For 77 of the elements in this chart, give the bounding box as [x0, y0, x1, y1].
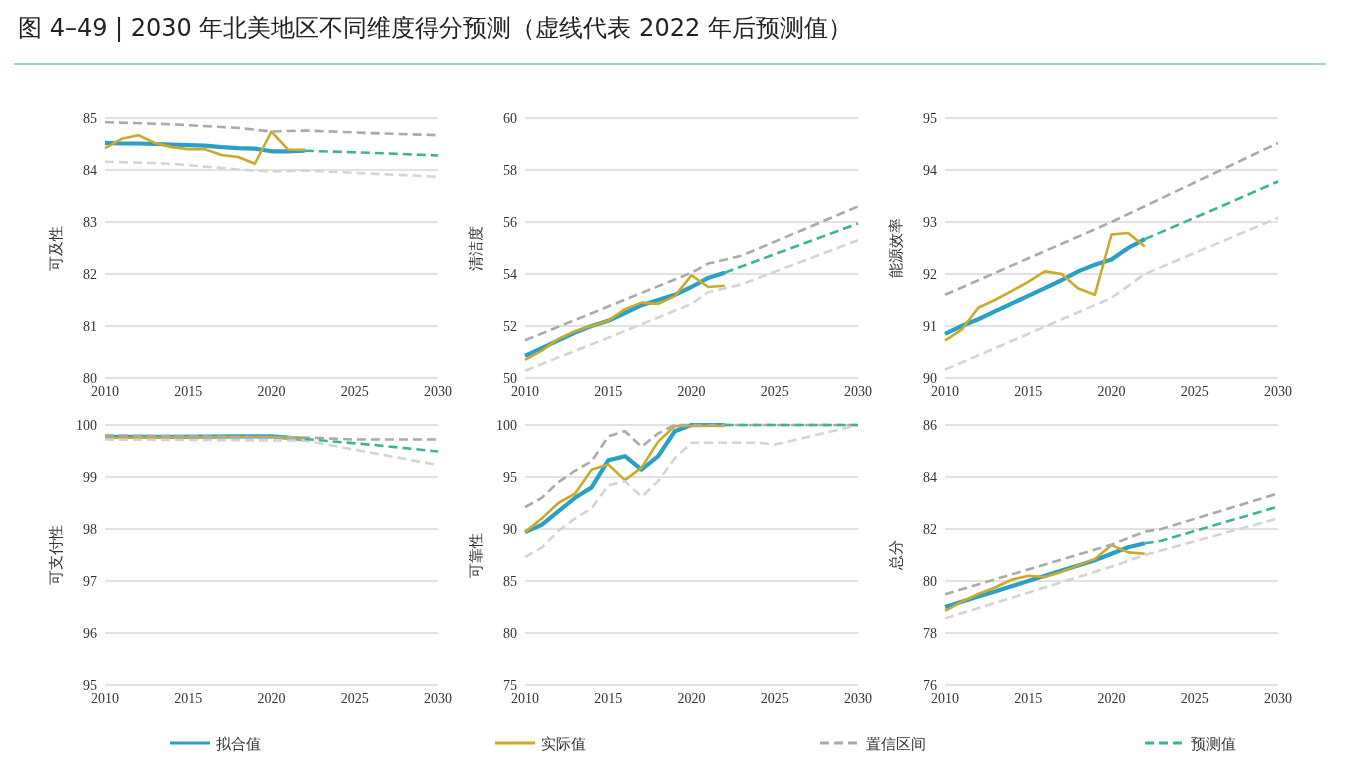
legend-label: 拟合值 [216, 735, 261, 753]
y-tick-label: 80 [83, 371, 97, 386]
x-tick-label: 2030 [424, 384, 452, 399]
y-tick-label: 85 [83, 111, 97, 126]
y-tick-label: 82 [83, 267, 97, 282]
y-tick-label: 90 [923, 371, 937, 386]
x-tick-label: 2025 [340, 691, 369, 706]
y-tick-label: 58 [503, 163, 517, 178]
y-tick-label: 97 [83, 574, 97, 589]
y-axis-title: 可及性 [47, 225, 65, 271]
x-tick-label: 2015 [174, 384, 203, 399]
y-tick-label: 95 [503, 470, 517, 485]
y-axis-title: 清洁度 [467, 225, 485, 271]
y-tick-label: 84 [923, 470, 937, 485]
y-tick-label: 78 [923, 626, 937, 641]
y-tick-label: 96 [83, 626, 97, 641]
x-tick-label: 2030 [844, 384, 872, 399]
y-tick-label: 91 [923, 319, 937, 334]
y-axis-title: 总分 [887, 540, 905, 571]
y-tick-label: 54 [503, 267, 517, 282]
x-tick-label: 2025 [1180, 384, 1209, 399]
y-tick-label: 85 [503, 574, 517, 589]
x-tick-label: 2015 [174, 691, 203, 706]
y-tick-label: 80 [503, 626, 517, 641]
x-tick-label: 2010 [931, 384, 959, 399]
y-tick-label: 98 [83, 522, 97, 537]
x-tick-label: 2010 [511, 384, 539, 399]
y-tick-label: 99 [83, 470, 97, 485]
x-tick-label: 2015 [1014, 384, 1043, 399]
x-tick-label: 2020 [1097, 691, 1126, 706]
y-tick-label: 82 [923, 522, 937, 537]
y-tick-label: 76 [923, 678, 937, 693]
x-tick-label: 2025 [340, 384, 369, 399]
y-tick-label: 94 [923, 163, 937, 178]
y-tick-label: 81 [83, 319, 97, 334]
x-tick-label: 2025 [760, 691, 789, 706]
y-tick-label: 90 [503, 522, 517, 537]
y-tick-label: 52 [503, 319, 517, 334]
x-tick-label: 2015 [594, 691, 623, 706]
y-tick-label: 50 [503, 371, 517, 386]
x-tick-label: 2020 [1097, 384, 1126, 399]
x-tick-label: 2020 [677, 384, 706, 399]
y-axis-title: 能源效率 [887, 218, 905, 278]
y-tick-label: 75 [503, 678, 517, 693]
y-tick-label: 95 [83, 678, 97, 693]
y-tick-label: 80 [923, 574, 937, 589]
x-tick-label: 2020 [677, 691, 706, 706]
legend-label: 置信区间 [866, 735, 926, 753]
x-tick-label: 2010 [91, 384, 119, 399]
chart-title: 图 4–49 | 2030 年北美地区不同维度得分预测（虚线代表 2022 年后预测值） [18, 14, 852, 42]
x-tick-label: 2010 [511, 691, 539, 706]
x-tick-label: 2030 [1264, 691, 1292, 706]
legend-label: 实际值 [541, 735, 586, 753]
x-tick-label: 2025 [1180, 691, 1209, 706]
y-tick-label: 100 [76, 418, 97, 433]
y-tick-label: 93 [923, 215, 937, 230]
y-tick-label: 84 [83, 163, 97, 178]
y-axis-title: 可支付性 [47, 525, 65, 585]
y-tick-label: 83 [83, 215, 97, 230]
y-tick-label: 56 [503, 215, 517, 230]
y-tick-label: 86 [923, 418, 937, 433]
x-tick-label: 2030 [1264, 384, 1292, 399]
x-tick-label: 2030 [424, 691, 452, 706]
y-tick-label: 60 [503, 111, 517, 126]
y-tick-label: 95 [923, 111, 937, 126]
y-tick-label: 92 [923, 267, 937, 282]
y-axis-title: 可靠性 [467, 532, 485, 578]
x-tick-label: 2010 [931, 691, 959, 706]
x-tick-label: 2020 [257, 691, 286, 706]
legend-label: 预测值 [1191, 735, 1236, 753]
x-tick-label: 2010 [91, 691, 119, 706]
x-tick-label: 2020 [257, 384, 286, 399]
x-tick-label: 2015 [594, 384, 623, 399]
y-tick-label: 100 [496, 418, 517, 433]
x-tick-label: 2025 [760, 384, 789, 399]
x-tick-label: 2030 [844, 691, 872, 706]
x-tick-label: 2015 [1014, 691, 1043, 706]
